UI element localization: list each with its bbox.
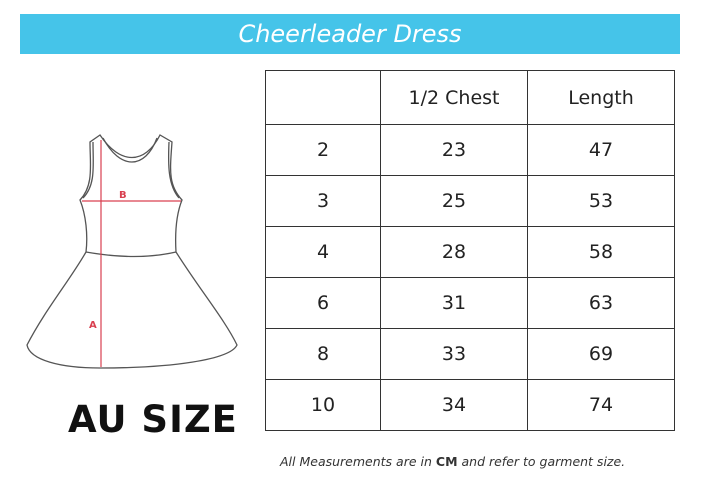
header-cell: Length (527, 70, 675, 125)
size-cell: 6 (265, 277, 381, 329)
size-table: 1/2 Chest Length 2 23 47 3 25 53 4 28 58 6 31 63… (265, 70, 675, 431)
chest-cell: 28 (380, 226, 528, 278)
size-label: AU SIZE (68, 398, 238, 441)
table-row: 6 31 63 (265, 277, 675, 329)
title-banner: Cheerleader Dress (20, 14, 680, 54)
length-cell: 74 (527, 379, 675, 431)
length-cell: 69 (527, 328, 675, 380)
header-cell: 1/2 Chest (380, 70, 528, 125)
neckline (102, 137, 158, 163)
chest-cell: 33 (380, 328, 528, 380)
dress-diagram: B A (26, 134, 238, 369)
size-cell: 2 (265, 124, 381, 176)
size-cell: 8 (265, 328, 381, 380)
chest-cell: 23 (380, 124, 528, 176)
chest-cell: 25 (380, 175, 528, 227)
length-cell: 58 (527, 226, 675, 278)
table-header-row: 1/2 Chest Length (265, 70, 675, 125)
table-row: 3 25 53 (265, 175, 675, 227)
table-row: 10 34 74 (265, 379, 675, 431)
note-text: All Measurements are in (280, 454, 436, 469)
measurement-note: All Measurements are in CM and refer to … (280, 454, 625, 469)
header-cell (265, 70, 381, 125)
length-cell: 53 (527, 175, 675, 227)
length-cell: 47 (527, 124, 675, 176)
note-unit: CM (435, 454, 458, 469)
chest-cell: 34 (380, 379, 528, 431)
size-cell: 10 (265, 379, 381, 431)
size-cell: 4 (265, 226, 381, 278)
chest-cell: 31 (380, 277, 528, 329)
length-cell: 63 (527, 277, 675, 329)
note-text-end: and refer to garment size. (457, 454, 626, 469)
size-cell: 3 (265, 175, 381, 227)
label-a: A (89, 320, 97, 331)
label-b: B (119, 190, 127, 201)
table-row: 4 28 58 (265, 226, 675, 278)
table-row: 8 33 69 (265, 328, 675, 380)
waist-seam (85, 251, 177, 258)
table-row: 2 23 47 (265, 124, 675, 176)
dress-outline (26, 134, 238, 369)
